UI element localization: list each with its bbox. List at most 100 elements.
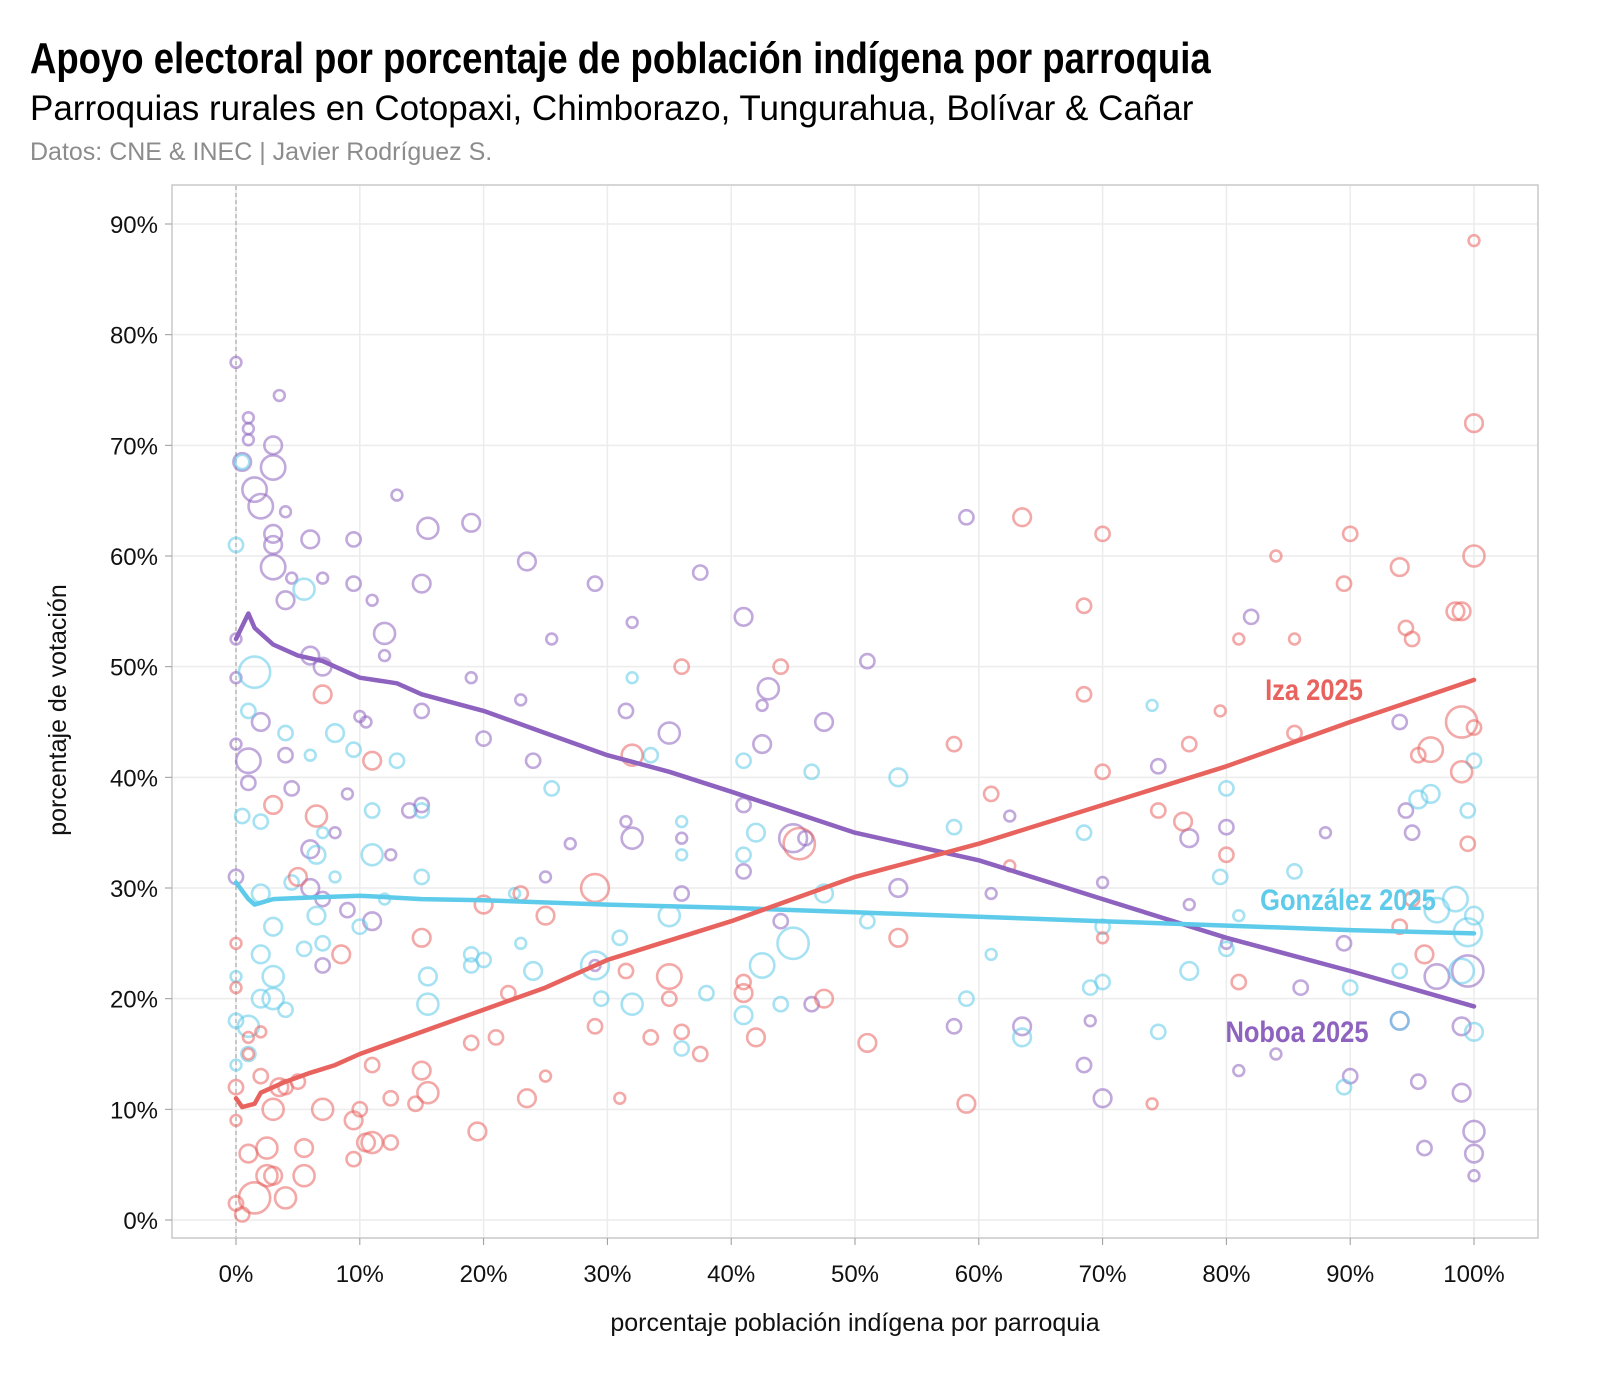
point-gonzalez-2025 [233, 453, 251, 471]
point-iza-2025 [733, 983, 754, 1004]
point-gonzalez-2025 [1232, 908, 1246, 923]
point-gonzalez-2025 [984, 947, 998, 962]
point-noboa-2025 [359, 715, 373, 729]
point-noboa-2025 [461, 512, 482, 533]
point-noboa-2025 [514, 693, 528, 707]
point-iza-2025 [673, 1023, 691, 1041]
point-noboa-2025 [263, 523, 284, 544]
point-iza-2025 [1232, 632, 1246, 646]
y-tick-label: 50% [110, 655, 158, 682]
point-noboa-2025 [250, 711, 271, 733]
point-noboa-2025 [1003, 809, 1017, 823]
point-noboa-2025 [1269, 1047, 1283, 1061]
point-noboa-2025 [563, 837, 577, 851]
point-noboa-2025 [1409, 1073, 1427, 1091]
point-iza-2025 [229, 936, 243, 951]
point-noboa-2025 [620, 826, 644, 851]
point-iza-2025 [735, 973, 752, 991]
point-noboa-2025 [372, 621, 397, 646]
point-gonzalez-2025 [625, 671, 639, 685]
point-gonzalez-2025 [416, 992, 440, 1017]
point-iza-2025 [255, 1136, 279, 1160]
point-iza-2025 [655, 963, 683, 991]
point-gonzalez-2025 [698, 984, 715, 1002]
point-gonzalez-2025 [958, 990, 975, 1008]
point-iza-2025 [411, 1060, 432, 1081]
point-noboa-2025 [958, 508, 975, 526]
point-iza-2025 [1012, 507, 1033, 528]
point-noboa-2025 [229, 671, 243, 685]
point-iza-2025 [1462, 544, 1486, 568]
point-iza-2025 [304, 804, 329, 828]
point-gonzalez-2025 [803, 763, 821, 781]
point-gonzalez-2025 [1145, 698, 1159, 713]
point-gonzalez-2025 [227, 1012, 245, 1030]
point-gonzalez-2025 [945, 818, 963, 836]
point-iza-2025 [1467, 233, 1481, 248]
x-tick-label: 70% [1079, 1261, 1127, 1288]
point-iza-2025 [888, 927, 909, 948]
point-gonzalez-2025 [813, 883, 835, 904]
y-axis-ticks: 0% 10% 20% 30% 40% 50% 60% 70% 80% 90% [110, 212, 172, 1235]
point-noboa-2025 [1451, 1016, 1472, 1037]
point-gonzalez-2025 [772, 995, 790, 1013]
point-gonzalez-2025 [263, 916, 284, 937]
point-gonzalez-2025 [733, 1005, 754, 1026]
point-iza-2025 [1075, 685, 1093, 703]
point-noboa-2025 [1075, 1056, 1093, 1074]
point-noboa-2025 [1467, 1169, 1481, 1183]
point-noboa-2025 [1397, 802, 1415, 819]
point-noboa-2025 [1463, 1143, 1485, 1164]
chart-header: Apoyo electoral por porcentaje de poblac… [30, 33, 1211, 166]
point-iza-2025 [237, 1180, 272, 1215]
point-gonzalez-2025 [1459, 802, 1477, 819]
point-iza-2025 [345, 1150, 363, 1168]
point-gonzalez-2025 [306, 905, 327, 926]
point-gonzalez-2025 [620, 992, 644, 1017]
point-iza-2025 [1451, 601, 1472, 622]
point-gonzalez-2025 [592, 990, 610, 1008]
point-noboa-2025 [984, 886, 998, 901]
point-noboa-2025 [229, 355, 243, 370]
point-noboa-2025 [340, 787, 355, 801]
x-tick-label: 50% [831, 1261, 879, 1288]
point-iza-2025 [1389, 556, 1410, 578]
x-tick-label: 40% [707, 1261, 755, 1288]
point-noboa-2025 [314, 957, 332, 974]
point-iza-2025 [1180, 735, 1198, 753]
series-label-gonzalez: González 2025 [1260, 883, 1436, 916]
point-noboa-2025 [755, 698, 769, 713]
point-gonzalez-2025 [303, 748, 317, 762]
point-gonzalez-2025 [237, 655, 272, 690]
point-noboa-2025 [1292, 979, 1310, 996]
point-noboa-2025 [1012, 1016, 1033, 1037]
point-noboa-2025 [733, 606, 754, 627]
point-iza-2025 [255, 1163, 279, 1188]
point-iza-2025 [772, 658, 790, 676]
point-noboa-2025 [416, 516, 440, 541]
x-tick-label: 20% [460, 1261, 508, 1288]
point-noboa-2025 [756, 676, 781, 701]
point-noboa-2025 [234, 747, 262, 775]
point-gonzalez-2025 [315, 825, 330, 840]
point-iza-2025 [620, 743, 644, 768]
point-noboa-2025 [625, 615, 639, 630]
point-gonzalez-2025 [233, 807, 251, 825]
point-gonzalez-2025 [1465, 752, 1483, 770]
point-gonzalez-2025 [227, 536, 245, 554]
point-iza-2025 [1094, 525, 1111, 543]
point-iza-2025 [254, 1025, 268, 1039]
point-iza-2025 [1403, 630, 1421, 648]
point-iza-2025 [857, 1032, 878, 1054]
point-iza-2025 [241, 1030, 256, 1045]
point-noboa-2025 [1450, 954, 1485, 988]
point-iza-2025 [1213, 704, 1227, 718]
point-noboa-2025 [229, 737, 243, 751]
y-tick-label: 40% [110, 765, 158, 792]
point-gonzalez-2025 [1463, 1021, 1485, 1042]
point-gonzalez-2025 [351, 918, 369, 936]
point-iza-2025 [691, 1045, 709, 1063]
point-iza-2025 [241, 1047, 256, 1061]
point-noboa-2025 [772, 912, 790, 930]
point-noboa-2025 [752, 734, 773, 755]
